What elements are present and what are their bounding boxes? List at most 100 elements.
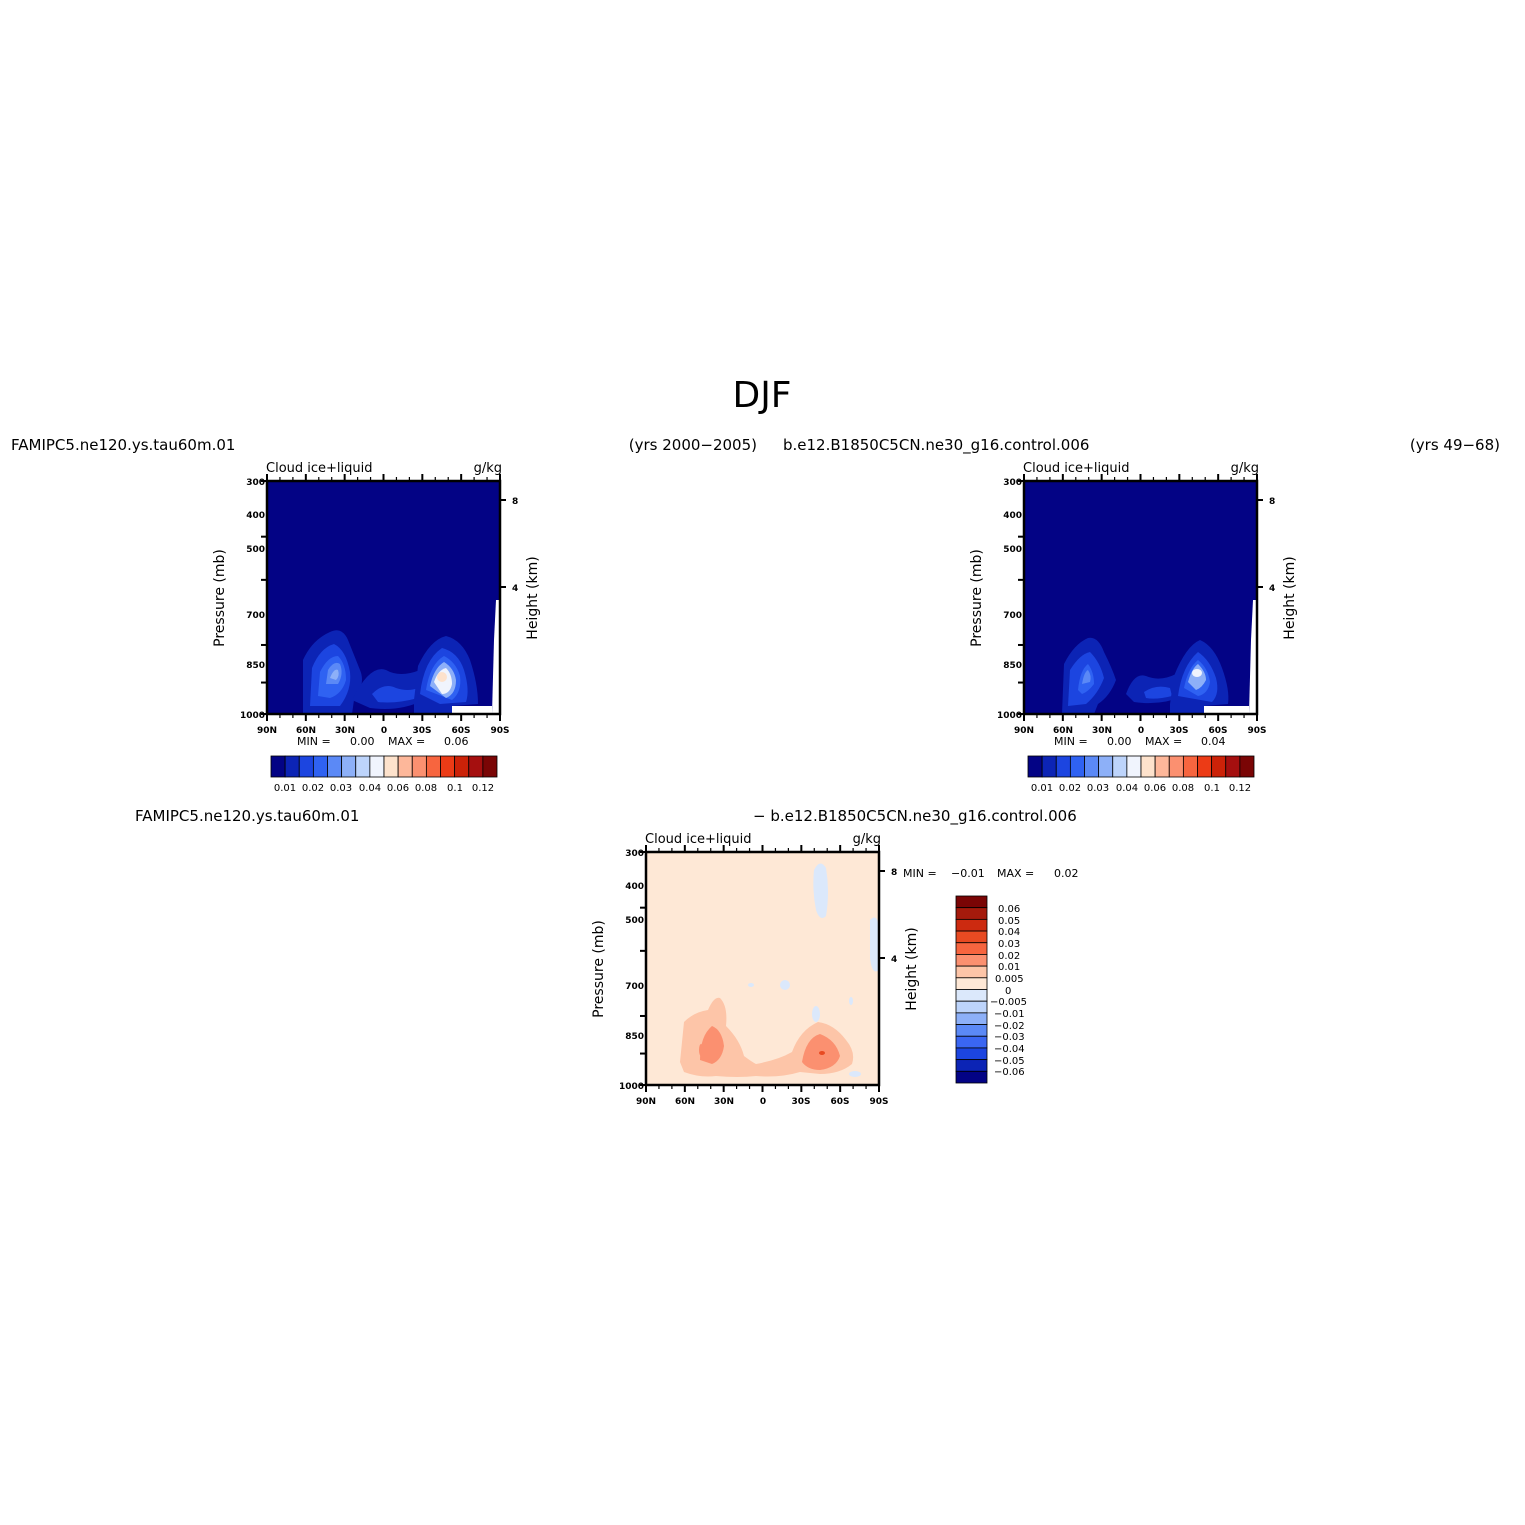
diff-ytick-right-4: 4 — [891, 955, 897, 965]
diff-colorbar-box — [955, 1012, 988, 1025]
right-xtick-30n: 30N — [1092, 726, 1112, 736]
diff-cb-label-6: 0.005 — [995, 974, 1024, 985]
right-cb-label-5: 0.08 — [1172, 783, 1194, 794]
left-xtick-60s: 60S — [451, 726, 470, 736]
right-colorbar-box — [1211, 755, 1227, 778]
right-colorbar-labels: 0.01 0.02 0.03 0.04 0.06 0.08 0.1 0.12 — [1031, 783, 1251, 794]
right-colorbar — [1027, 755, 1255, 778]
left-colorbar-box — [369, 755, 385, 778]
diff-cb-label-5: 0.01 — [998, 962, 1020, 973]
right-cb-label-2: 0.03 — [1087, 783, 1109, 794]
diff-colorbar-box — [955, 977, 988, 990]
diff-neg-small-1 — [780, 980, 790, 990]
diff-ytick-300: 300 — [625, 849, 644, 859]
right-colorbar-box — [1055, 755, 1071, 778]
diff-panel-variable: Cloud ice+liquid — [645, 832, 752, 847]
right-ytick-500: 500 — [1003, 545, 1022, 555]
diff-xtick-60s: 60S — [830, 1097, 849, 1107]
diff-axes — [640, 845, 885, 1092]
diff-cb-label-0: 0.06 — [998, 904, 1020, 915]
left-min-label: MIN = — [297, 735, 331, 748]
left-xtick-0: 0 — [381, 726, 387, 736]
right-min-label: MIN = — [1054, 735, 1088, 748]
right-cb-label-0: 0.01 — [1031, 783, 1053, 794]
right-max-value: 0.04 — [1201, 735, 1226, 748]
diff-cb-label-10: −0.02 — [994, 1021, 1025, 1032]
left-ytick-400: 400 — [246, 511, 265, 521]
right-contour-eq-2 — [1144, 686, 1172, 699]
right-colorbar-box — [1239, 755, 1255, 778]
right-ytick-1000: 1000 — [997, 711, 1022, 721]
diff-xtick-30n: 30N — [714, 1097, 734, 1107]
diff-neg-small-3 — [748, 983, 754, 987]
right-cb-label-7: 0.12 — [1229, 783, 1251, 794]
diff-cb-label-9: −0.01 — [994, 1009, 1025, 1020]
right-field — [1024, 481, 1257, 714]
diff-ylabel: Pressure (mb) — [591, 920, 607, 1018]
right-case-years: (yrs 49−68) — [1410, 436, 1500, 454]
diff-min-label: MIN = — [903, 867, 937, 880]
left-panel-units: g/kg — [474, 461, 502, 476]
right-ytick-850: 850 — [1003, 661, 1022, 671]
diff-cb-label-14: −0.06 — [994, 1067, 1025, 1078]
right-min-value: 0.00 — [1107, 735, 1132, 748]
left-colorbar-box — [312, 755, 328, 778]
right-cb-label-6: 0.1 — [1204, 783, 1220, 794]
left-xtick-90n: 90N — [257, 726, 277, 736]
right-ytick-400: 400 — [1003, 511, 1022, 521]
diff-neg-small-5 — [849, 1071, 861, 1077]
right-ytick-300: 300 — [1003, 478, 1022, 488]
right-xtick-30s: 30S — [1169, 726, 1188, 736]
diff-ytick-1000: 1000 — [619, 1082, 644, 1092]
diff-colorbar-box — [955, 989, 988, 1002]
diff-cb-label-4: 0.02 — [998, 951, 1020, 962]
diff-colorbar-box — [955, 895, 988, 909]
left-ylabel-right: Height (km) — [525, 556, 541, 639]
left-xtick-30n: 30N — [335, 726, 355, 736]
right-ytick-right-4: 4 — [1269, 584, 1275, 594]
difference-panel: Cloud ice+liquid g/kg 300 400 500 700 85… — [591, 832, 1079, 1107]
left-colorbar-box — [355, 755, 371, 778]
left-missing-surface — [452, 706, 492, 714]
diff-max-value: 0.02 — [1054, 867, 1079, 880]
left-ytick-700: 700 — [246, 611, 265, 621]
diff-cb-label-8: −0.005 — [990, 997, 1027, 1008]
left-cb-label-6: 0.1 — [447, 783, 463, 794]
diff-xtick-30s: 30S — [791, 1097, 810, 1107]
left-contour-s-peak — [437, 672, 447, 682]
diff-pos-peak — [819, 1051, 825, 1055]
right-xtick-60s: 60S — [1208, 726, 1227, 736]
left-colorbar-box — [341, 755, 357, 778]
diff-neg-upper — [813, 863, 828, 918]
diff-cb-label-11: −0.03 — [994, 1032, 1025, 1043]
diff-field — [646, 852, 879, 1085]
right-case-name: b.e12.B1850C5CN.ne30_g16.control.006 — [783, 436, 1089, 455]
left-cb-label-3: 0.04 — [359, 783, 381, 794]
diff-colorbar-box — [955, 1047, 988, 1061]
right-colorbar-box — [1069, 755, 1085, 778]
left-colorbar-box — [468, 755, 484, 778]
diff-colorbar-box — [955, 942, 988, 955]
left-cb-label-5: 0.08 — [415, 783, 437, 794]
left-colorbar-box — [454, 755, 470, 778]
left-cb-label-7: 0.12 — [472, 783, 494, 794]
left-colorbar-box — [411, 755, 427, 778]
left-case-name: FAMIPC5.ne120.ys.tau60m.01 — [11, 436, 235, 454]
right-colorbar-box — [1126, 755, 1142, 778]
diff-colorbar-box — [955, 1070, 988, 1084]
right-colorbar-box — [1182, 755, 1198, 778]
diff-cb-label-2: 0.04 — [998, 927, 1020, 938]
left-contour-n-5 — [330, 669, 339, 680]
left-xtick-90s: 90S — [490, 726, 509, 736]
left-colorbar-box — [397, 755, 413, 778]
right-xtick-60n: 60N — [1053, 726, 1073, 736]
diff-cb-label-1: 0.05 — [998, 916, 1020, 927]
diff-xtick-90s: 90S — [869, 1097, 888, 1107]
left-colorbar-box — [327, 755, 343, 778]
right-panel: Cloud ice+liquid g/kg 300 400 500 700 85… — [969, 461, 1298, 794]
left-colorbar-box — [482, 755, 498, 778]
diff-cb-label-3: 0.03 — [998, 939, 1020, 950]
left-max-label: MAX = — [388, 735, 425, 748]
right-colorbar-box — [1225, 755, 1241, 778]
